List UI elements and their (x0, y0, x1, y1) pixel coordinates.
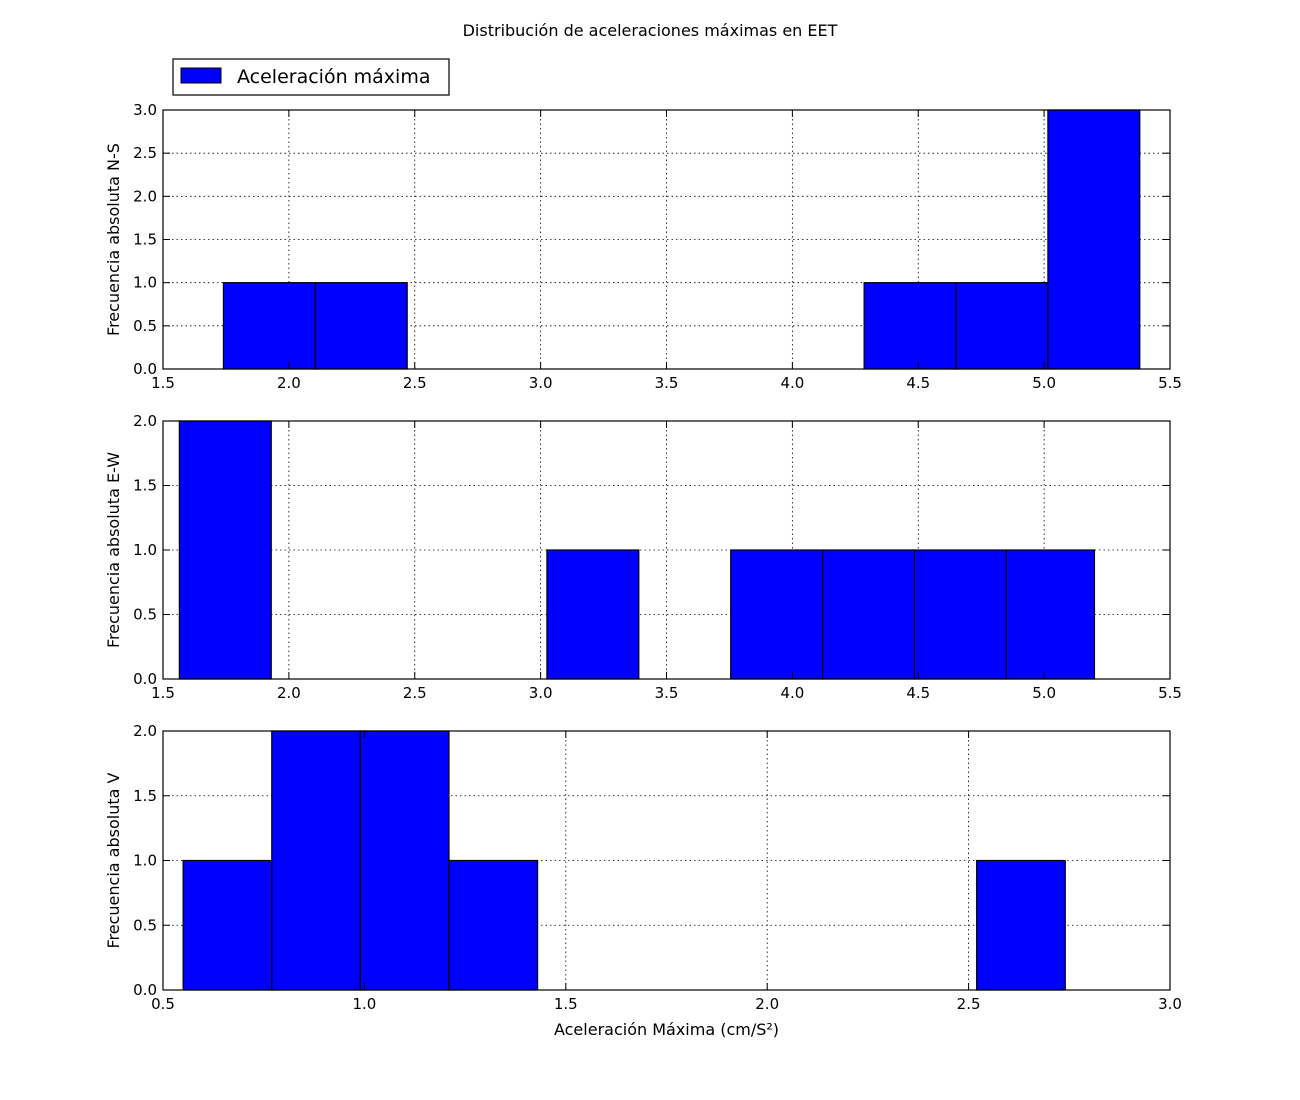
x-tick-label: 5.0 (1032, 684, 1056, 702)
histogram-bar (222, 282, 316, 370)
x-tick-label: 3.5 (655, 374, 679, 392)
x-tick-label: 1.5 (554, 995, 578, 1013)
y-tick-label: 1.5 (133, 787, 157, 805)
panel-ns: 1.5 2.0 2.5 3.0 3.5 4.0 4.5 5.0 5.5 0.0 0.5 1.0 1.5 2… (104, 101, 1182, 392)
panel-v: 0.5 1.0 1.5 2.0 2.5 3.00.00.51.01.52.0Frecuen… (104, 722, 1182, 1039)
y-tick-label: 1.5 (133, 231, 157, 249)
x-axis-label-v: Aceleración Máxima (cm/S²) (554, 1020, 779, 1039)
figure-title: Distribución de aceleraciones máximas en… (463, 21, 838, 40)
x-tick-label: 2.0 (277, 374, 301, 392)
x-tick-label: 3.5 (655, 684, 679, 702)
y-tick-label: 1.0 (133, 541, 157, 559)
x-tick-label: 2.5 (957, 995, 981, 1013)
y-tick-label: 0.5 (133, 916, 157, 934)
histogram-bar (863, 282, 957, 370)
histogram-bar (359, 730, 450, 991)
y-tick-label: 1.5 (133, 477, 157, 495)
histogram-bar (730, 549, 824, 680)
y-tick-label: 0.0 (133, 981, 157, 999)
histogram-bar (913, 549, 1007, 680)
x-tick-label: 1.5 (151, 374, 175, 392)
histogram-bar (1005, 549, 1096, 680)
x-tick-label: 4.5 (906, 374, 930, 392)
y-axis-label-ns: Frecuencia absoluta N-S (104, 143, 123, 336)
histogram-bar (178, 420, 272, 680)
y-axis-label-ew: Frecuencia absoluta E-W (104, 452, 123, 648)
y-tick-label: 0.0 (133, 670, 157, 688)
legend-label: Aceleración máxima (237, 66, 430, 88)
y-tick-label: 1.0 (133, 274, 157, 292)
y-tick-label: 0.5 (133, 317, 157, 335)
y-tick-label: 0.0 (133, 360, 157, 378)
histogram-panels: 1.5 2.0 2.5 3.0 3.5 4.0 4.5 5.0 5.50.00.51.01.52… (104, 101, 1182, 1039)
x-tick-label: 3.0 (1158, 995, 1182, 1013)
histogram-bar (976, 859, 1066, 991)
x-tick-label: 5.5 (1158, 684, 1182, 702)
y-tick-label: 2.0 (133, 722, 157, 740)
x-tick-label: 2.0 (277, 684, 301, 702)
x-tick-label: 2.5 (403, 374, 427, 392)
x-tick-label: 1.5 (151, 684, 175, 702)
histogram-bar (314, 282, 408, 370)
x-tick-label: 4.0 (780, 374, 804, 392)
x-tick-label: 3.0 (529, 684, 553, 702)
histogram-bar (821, 549, 916, 680)
x-tick-label: 0.5 (151, 995, 175, 1013)
y-tick-label: 1.0 (133, 852, 157, 870)
histogram-bar (955, 282, 1049, 370)
x-tick-label: 2.5 (403, 684, 427, 702)
panel-ew: 1.5 2.0 2.5 3.0 3.5 4.0 4.5 5.0 5.5 0.0 0.5 1.0 1.5 2… (104, 412, 1182, 702)
x-tick-label: 5.0 (1032, 374, 1056, 392)
y-tick-label: 2.5 (133, 144, 157, 162)
x-tick-label: 4.5 (906, 684, 930, 702)
legend-swatch (180, 67, 222, 84)
histogram-bar (182, 859, 273, 991)
y-tick-label: 0.5 (133, 606, 157, 624)
x-tick-label: 3.0 (529, 374, 553, 392)
histogram-bar (448, 859, 539, 991)
x-tick-label: 4.0 (780, 684, 804, 702)
y-axis-label-v: Frecuencia absoluta V (104, 772, 123, 948)
x-tick-label: 2.0 (755, 995, 779, 1013)
y-tick-label: 3.0 (133, 101, 157, 119)
y-tick-label: 2.0 (133, 412, 157, 430)
y-tick-label: 2.0 (133, 187, 157, 205)
legend: Aceleración máxima (172, 58, 450, 96)
histogram-bar (546, 549, 640, 680)
x-tick-label: 1.0 (352, 995, 376, 1013)
histogram-bar (271, 730, 361, 991)
histogram-bar (1047, 109, 1141, 370)
x-tick-label: 5.5 (1158, 374, 1182, 392)
